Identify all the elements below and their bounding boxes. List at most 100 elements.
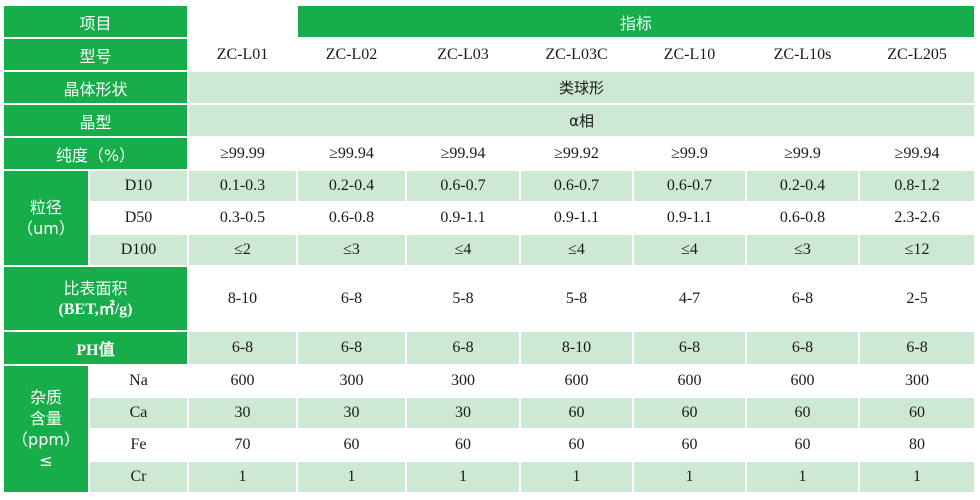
surface-area-cell: 6-8 bbox=[745, 265, 861, 332]
impurity-element: Fe bbox=[87, 428, 190, 462]
particle-size-cell: ≤3 bbox=[745, 233, 861, 267]
impurity-cell: 30 bbox=[296, 396, 408, 430]
particle-size-cell: 0.6-0.7 bbox=[519, 169, 635, 203]
impurity-cell: 300 bbox=[858, 364, 977, 398]
impurity-cell: 1 bbox=[632, 460, 748, 494]
ph-cell: 8-10 bbox=[519, 330, 635, 366]
crystal-shape-row: 晶体形状 类球形 bbox=[1, 70, 977, 105]
impurity-row: 杂质 含量 （ppm） ≤ Na 600 300 300 600 600 600… bbox=[2, 364, 977, 494]
impurity-cell: 60 bbox=[858, 396, 977, 430]
surface-area-cell: 2-5 bbox=[858, 265, 977, 332]
header-blank-cell bbox=[187, 4, 299, 39]
impurity-cell: 600 bbox=[745, 364, 861, 398]
crystal-phase-label: 晶型 bbox=[1, 103, 190, 138]
impurity-cell: 600 bbox=[519, 364, 635, 398]
particle-size-cell: 0.2-0.4 bbox=[296, 169, 408, 203]
particle-size-cell: 0.8-1.2 bbox=[858, 169, 977, 203]
impurity-label: 杂质 含量 （ppm） ≤ bbox=[2, 364, 90, 494]
purity-row: 纯度（%） ≥99.99 ≥99.94 ≥99.94 ≥99.92 ≥99.9 … bbox=[1, 136, 977, 171]
impurity-cell: 60 bbox=[745, 396, 861, 430]
impurity-cell: 60 bbox=[632, 396, 748, 430]
model-cell: ZC-L205 bbox=[858, 37, 977, 72]
particle-size-label-line2: （um） bbox=[17, 219, 75, 238]
model-label: 型号 bbox=[1, 37, 190, 72]
particle-size-cell: ≤3 bbox=[296, 233, 408, 267]
surface-area-cell: 4-7 bbox=[632, 265, 748, 332]
crystal-phase-value: α相 bbox=[187, 103, 977, 138]
surface-area-label: 比表面积 (BET,㎡/g) bbox=[1, 265, 190, 332]
impurity-cell: 600 bbox=[187, 364, 299, 398]
impurity-cell: 60 bbox=[296, 428, 408, 462]
surface-area-cell: 6-8 bbox=[296, 265, 408, 332]
impurity-cell: 1 bbox=[405, 460, 522, 494]
ph-label-text: PH值 bbox=[76, 342, 115, 359]
crystal-shape-label: 晶体形状 bbox=[1, 70, 190, 105]
purity-cell: ≥99.92 bbox=[519, 136, 635, 171]
particle-size-cell: 0.6-0.8 bbox=[296, 201, 408, 235]
model-cell: ZC-L10s bbox=[745, 37, 861, 72]
surface-area-cell: 5-8 bbox=[519, 265, 635, 332]
ph-row: PH值 6-8 6-8 6-8 8-10 6-8 6-8 6-8 bbox=[1, 330, 977, 366]
model-cell: ZC-L02 bbox=[296, 37, 408, 72]
particle-size-cell: ≤4 bbox=[405, 233, 522, 267]
ph-cell: 6-8 bbox=[405, 330, 522, 366]
impurity-cell: 1 bbox=[745, 460, 861, 494]
particle-size-cell: ≤2 bbox=[187, 233, 299, 267]
purity-label: 纯度（%） bbox=[1, 136, 190, 171]
impurity-element: Ca bbox=[87, 396, 190, 430]
purity-cell: ≥99.9 bbox=[632, 136, 748, 171]
header-spec-label: 指标 bbox=[296, 4, 977, 39]
ph-cell: 6-8 bbox=[745, 330, 861, 366]
model-cell: ZC-L03C bbox=[519, 37, 635, 72]
purity-cell: ≥99.94 bbox=[296, 136, 408, 171]
crystal-shape-value: 类球形 bbox=[187, 70, 977, 105]
surface-area-cell: 8-10 bbox=[187, 265, 299, 332]
particle-size-cell: 0.2-0.4 bbox=[745, 169, 861, 203]
impurity-element: Cr bbox=[87, 460, 190, 494]
model-cell: ZC-L01 bbox=[187, 37, 299, 72]
surface-area-label-line1: 比表面积 bbox=[63, 278, 128, 298]
model-cell: ZC-L10 bbox=[632, 37, 748, 72]
impurity-label-line1: 杂质 bbox=[29, 388, 62, 407]
spec-table: 项目 指标 型号 ZC-L01 ZC-L02 ZC-L03 ZC-L03C ZC… bbox=[1, 4, 977, 494]
particle-size-cell: 2.3-2.6 bbox=[858, 201, 977, 235]
purity-cell: ≥99.94 bbox=[858, 136, 977, 171]
particle-size-label: 粒径 （um） bbox=[2, 169, 90, 267]
impurity-row: Fe 70 60 60 60 60 60 80 bbox=[3, 428, 977, 462]
particle-size-label-line1: 粒径 bbox=[29, 198, 62, 217]
ph-cell: 6-8 bbox=[632, 330, 748, 366]
impurity-cell: 1 bbox=[187, 460, 299, 494]
crystal-phase-row: 晶型 α相 bbox=[1, 103, 977, 138]
purity-cell: ≥99.9 bbox=[745, 136, 861, 171]
impurity-cell: 80 bbox=[858, 428, 977, 462]
particle-size-cell: ≤4 bbox=[632, 233, 748, 267]
impurity-cell: 60 bbox=[632, 428, 748, 462]
ph-cell: 6-8 bbox=[858, 330, 977, 366]
impurity-cell: 1 bbox=[858, 460, 977, 494]
particle-size-subheader: D10 bbox=[87, 169, 190, 203]
surface-area-cell: 5-8 bbox=[405, 265, 522, 332]
impurity-cell: 1 bbox=[519, 460, 635, 494]
particle-size-subheader: D50 bbox=[87, 201, 190, 235]
particle-size-cell: 0.3-0.5 bbox=[187, 201, 299, 235]
particle-size-cell: 0.9-1.1 bbox=[519, 201, 635, 235]
ph-label: PH值 bbox=[1, 330, 190, 366]
header-item-label: 项目 bbox=[1, 4, 190, 39]
particle-size-row: 粒径 （um） D10 0.1-0.3 0.2-0.4 0.6-0.7 0.6-… bbox=[2, 169, 977, 267]
particle-size-cell: ≤12 bbox=[858, 233, 977, 267]
impurity-row: Cr 1 1 1 1 1 1 1 bbox=[3, 460, 977, 494]
impurity-label-line2: 含量 bbox=[29, 409, 62, 428]
particle-size-cell: ≤4 bbox=[519, 233, 635, 267]
impurity-cell: 300 bbox=[405, 364, 522, 398]
particle-size-subheader: D100 bbox=[87, 233, 190, 267]
impurity-cell: 30 bbox=[405, 396, 522, 430]
impurity-cell: 30 bbox=[187, 396, 299, 430]
impurity-cell: 60 bbox=[745, 428, 861, 462]
impurity-cell: 70 bbox=[187, 428, 299, 462]
particle-size-cell: 0.9-1.1 bbox=[405, 201, 522, 235]
particle-size-row: D100 ≤2 ≤3 ≤4 ≤4 ≤4 ≤3 ≤12 bbox=[3, 233, 977, 267]
particle-size-cell: 0.6-0.7 bbox=[632, 169, 748, 203]
ph-cell: 6-8 bbox=[296, 330, 408, 366]
purity-cell: ≥99.94 bbox=[405, 136, 522, 171]
header-row: 项目 指标 bbox=[1, 4, 977, 39]
